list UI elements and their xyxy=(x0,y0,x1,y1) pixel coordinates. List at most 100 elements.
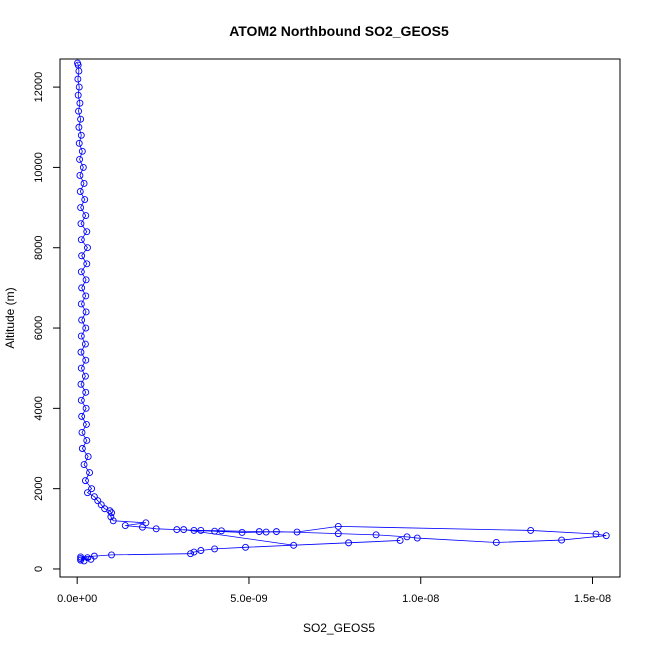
data-point xyxy=(293,528,301,536)
data-point xyxy=(77,268,85,276)
data-point xyxy=(211,527,219,535)
data-point xyxy=(255,528,263,536)
data-point xyxy=(88,485,96,493)
x-axis: 0.0e+00 5.0e-09 1.0e-08 1.5e-08 xyxy=(57,576,611,605)
data-point xyxy=(558,536,566,544)
data-point xyxy=(81,477,89,485)
data-point xyxy=(78,412,86,420)
data-point xyxy=(82,356,90,364)
data-point xyxy=(81,196,89,203)
data-point xyxy=(78,147,86,155)
data-point xyxy=(77,332,85,340)
data-point xyxy=(238,528,246,536)
data-point xyxy=(77,556,85,564)
y-tick-label: 6000 xyxy=(33,316,45,340)
data-point xyxy=(82,212,90,220)
data-point xyxy=(80,461,88,469)
y-tick-label: 8000 xyxy=(33,235,45,259)
data-point xyxy=(75,123,83,131)
data-point xyxy=(81,340,89,348)
y-axis: 0 2000 4000 6000 8000 10000 12000 xyxy=(33,72,61,572)
data-point xyxy=(86,469,94,477)
data-point xyxy=(345,539,353,547)
data-point xyxy=(76,171,84,179)
data-point xyxy=(76,99,84,107)
data-point xyxy=(75,139,83,147)
data-point xyxy=(527,526,535,534)
data-point xyxy=(107,513,115,521)
data-point xyxy=(372,531,380,539)
data-point xyxy=(77,220,85,228)
data-point xyxy=(74,91,82,99)
data-point xyxy=(78,316,86,324)
data-point xyxy=(90,493,98,501)
data-point xyxy=(152,525,160,533)
x-tick-label: 1.0e-08 xyxy=(402,593,439,605)
y-tick-label: 4000 xyxy=(33,396,45,420)
data-point xyxy=(82,324,90,332)
data-point xyxy=(80,180,88,187)
x-tick-label: 1.5e-08 xyxy=(574,593,611,605)
x-tick-label: 5.0e-09 xyxy=(230,593,267,605)
data-point xyxy=(77,380,85,388)
data-point xyxy=(138,523,146,531)
data-point xyxy=(97,501,105,509)
data-point xyxy=(396,537,404,544)
data-point xyxy=(80,557,88,565)
data-point xyxy=(82,276,90,284)
data-point xyxy=(121,522,129,530)
data-point xyxy=(78,445,86,452)
data-point xyxy=(82,404,90,412)
data-point xyxy=(197,547,205,554)
data-point xyxy=(180,526,188,534)
data-point xyxy=(108,509,115,517)
data-point xyxy=(77,115,85,123)
data-point xyxy=(94,497,102,505)
data-point xyxy=(87,555,95,563)
chart-title: ATOM2 Northbound SO2_GEOS5 xyxy=(229,23,449,39)
data-point xyxy=(75,67,83,75)
data-point xyxy=(492,539,500,546)
data-point xyxy=(592,530,600,538)
data-point xyxy=(83,228,91,236)
data-point xyxy=(76,188,84,195)
data-point xyxy=(77,131,85,139)
data-point xyxy=(190,548,198,556)
data-point xyxy=(109,517,117,525)
data-point xyxy=(413,534,421,542)
data-point xyxy=(403,533,411,541)
series-line xyxy=(77,62,607,562)
data-point xyxy=(197,526,205,534)
data-point xyxy=(187,550,195,558)
data-point xyxy=(77,300,85,308)
data-point xyxy=(81,372,89,380)
data-point xyxy=(334,522,342,530)
y-tick-label: 12000 xyxy=(33,72,45,103)
data-point xyxy=(77,348,85,356)
data-point xyxy=(84,489,91,497)
y-axis-label: Altitude (m) xyxy=(3,287,17,348)
data-point xyxy=(190,526,198,534)
data-point xyxy=(75,107,83,115)
x-axis-label: SO2_GEOS5 xyxy=(303,621,375,635)
data-point xyxy=(602,532,610,540)
data-point xyxy=(211,545,219,553)
data-point xyxy=(77,204,85,212)
data-point xyxy=(82,388,90,396)
data-point xyxy=(78,252,86,260)
data-point xyxy=(142,519,150,527)
data-point xyxy=(242,543,249,551)
data-point xyxy=(78,428,86,436)
y-tick-label: 2000 xyxy=(33,476,45,500)
data-point xyxy=(76,155,84,163)
y-tick-label: 10000 xyxy=(33,152,45,183)
data-point xyxy=(218,527,225,535)
data-point xyxy=(77,364,85,372)
plot-frame xyxy=(59,58,621,578)
data-point xyxy=(83,260,91,268)
data-point xyxy=(77,236,85,244)
data-point xyxy=(108,551,115,559)
data-point xyxy=(78,284,86,292)
data-point xyxy=(74,75,82,83)
data-point xyxy=(79,163,87,171)
